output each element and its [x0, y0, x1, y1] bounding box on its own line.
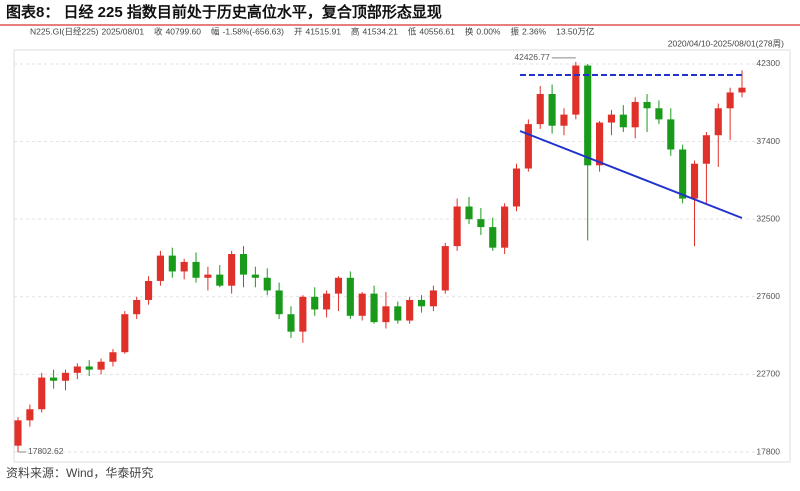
candle-body [643, 101, 651, 109]
candle-body [572, 65, 580, 115]
grid: 17800 22700 27600 32500 37400 42300 [14, 58, 780, 456]
candle-body [690, 163, 699, 199]
chart-title: 图表8： 日经 225 指数目前处于历史高位水平，复合顶部形态显现 [6, 3, 442, 21]
trend-line [519, 130, 743, 219]
candle-body [14, 420, 22, 446]
candle-body [358, 293, 366, 316]
candle-body [667, 119, 675, 150]
y-tick-label: 27600 [756, 291, 780, 301]
candle-body [501, 206, 509, 248]
candle-body [536, 94, 544, 125]
candles: 42426.77 17802.62 [14, 52, 746, 456]
candle-body [263, 277, 271, 291]
candle-body [441, 246, 449, 291]
y-tick-label: 42300 [756, 58, 780, 68]
candle-body [370, 293, 378, 323]
candle-body [192, 261, 200, 278]
candle-body [679, 149, 687, 199]
candle-body [631, 101, 639, 128]
info-bar: N225.GI(日经225) 2025/08/01 收 40799.60 幅 -1.58%… [30, 26, 594, 36]
candle-body [323, 293, 331, 310]
candle-body [346, 277, 354, 316]
candle-body [334, 277, 343, 294]
candle-body [406, 299, 414, 321]
candle-body [619, 114, 627, 128]
info-label: N225.GI(日经225) [30, 26, 99, 36]
info-value: 41515.91 [305, 26, 341, 36]
candle-body [133, 299, 141, 315]
min-label: 17802.62 [28, 446, 64, 456]
candle-body [109, 352, 117, 362]
info-label: 开 [294, 26, 303, 36]
candle-body [299, 296, 307, 332]
y-tick-label: 17800 [756, 446, 780, 456]
candle-body [465, 206, 473, 220]
candle-body [453, 206, 461, 247]
candle-body [655, 108, 663, 120]
candle-body [121, 314, 129, 353]
info-value: 40556.61 [419, 26, 455, 36]
candle-body [702, 135, 710, 164]
candle-body [251, 274, 259, 278]
candle-body [524, 124, 532, 169]
info-label: 振 [510, 26, 519, 36]
candle-body [548, 94, 556, 126]
info-value: 40799.60 [166, 26, 202, 36]
candle-body [144, 280, 153, 300]
candle-body [726, 92, 734, 109]
y-tick-label: 32500 [756, 213, 780, 223]
candle-body [156, 255, 164, 281]
info-label: 收 [154, 26, 163, 36]
candle-body [180, 261, 188, 272]
info-value: 2.36% [522, 26, 547, 36]
candle-body [61, 372, 70, 381]
y-tick-label: 22700 [756, 369, 780, 379]
candle-body [489, 227, 497, 248]
candle-body [714, 108, 722, 136]
candle-body [394, 306, 402, 321]
plot-frame [13, 49, 791, 463]
candle-body [97, 361, 105, 370]
candle-body [596, 122, 604, 166]
candle-body [560, 114, 568, 126]
info-label: 幅 [211, 26, 220, 36]
candle-body [429, 290, 437, 307]
info-value: -1.58%(-656.63) [223, 26, 285, 36]
candle-body [477, 219, 485, 228]
info-label: 换 [465, 26, 474, 36]
info-value: 41534.21 [362, 26, 398, 36]
candle-body [382, 306, 390, 323]
candle-body [73, 366, 81, 373]
candle-body [204, 274, 212, 278]
candle-body [607, 114, 616, 123]
candle-body [26, 409, 34, 421]
candle-body [512, 168, 521, 207]
source: 资料来源：Wind，华泰研究 [6, 465, 153, 480]
candle-body [239, 254, 248, 275]
candle-body [738, 87, 746, 93]
candle-body [311, 296, 319, 310]
date-range: 2020/04/10-2025/08/01(278周) [668, 38, 784, 48]
info-label: 低 [408, 26, 417, 36]
max-label: 42426.77 [514, 52, 550, 62]
candle-body [85, 366, 93, 370]
candle-body [38, 377, 46, 410]
info-value: 2025/08/01 [102, 26, 145, 36]
candle-body [168, 255, 176, 272]
candle-body [50, 377, 58, 381]
info-label: 高 [351, 26, 360, 36]
candle-body [287, 314, 295, 332]
candle-body [228, 254, 236, 286]
candle-body [275, 290, 283, 315]
y-tick-label: 37400 [756, 136, 780, 146]
candle-body [584, 65, 592, 166]
candle-body [417, 299, 426, 307]
info-value: 0.00% [476, 26, 501, 36]
info-label: 13.50万亿 [556, 26, 594, 36]
candle-body [216, 274, 224, 286]
